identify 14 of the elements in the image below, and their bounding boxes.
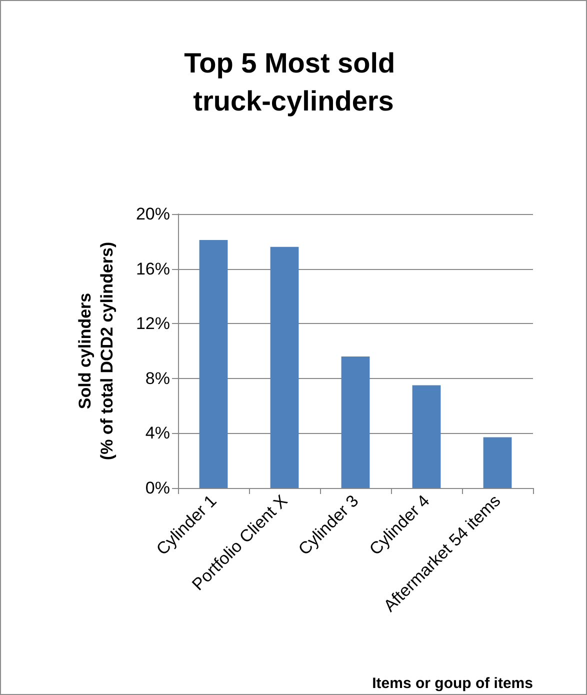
y-tick-label: 16% [136, 259, 170, 278]
bar [412, 385, 441, 488]
y-tick-label: 0% [145, 478, 170, 498]
y-axis-title: Sold cylinders (% of total DCD2 cylinders) [76, 242, 116, 460]
y-tick-label: 4% [145, 424, 170, 443]
bar [483, 437, 512, 488]
bar [341, 356, 370, 488]
chart-title: Top 5 Most sold truck-cylinders [184, 48, 403, 116]
y-tick-label: 20% [136, 204, 170, 224]
y-tick-label: 12% [136, 314, 170, 334]
bar [270, 246, 299, 488]
y-tick-label: 8% [145, 368, 170, 388]
bar [199, 240, 228, 488]
x-axis-title: Items or goup of items [372, 675, 533, 692]
